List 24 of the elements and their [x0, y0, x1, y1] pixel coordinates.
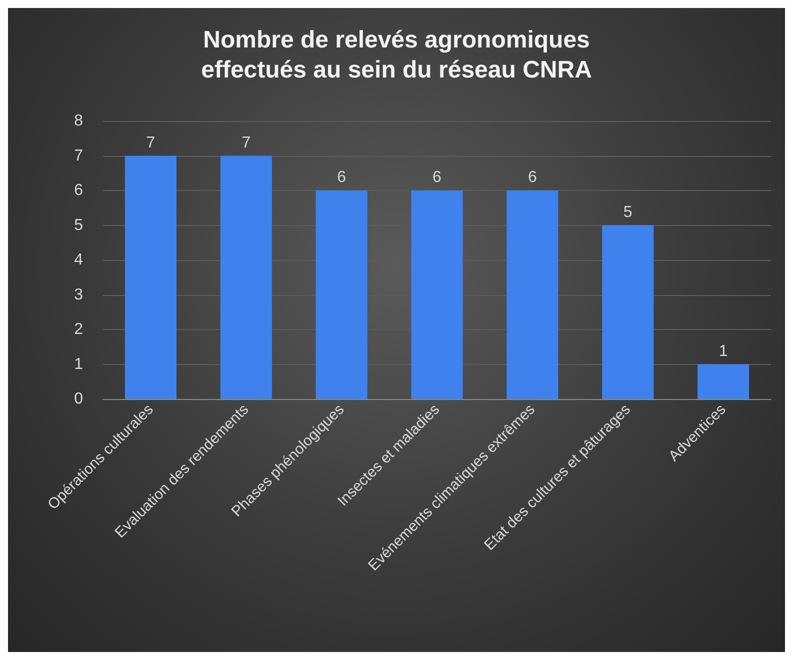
data-label: 7: [242, 134, 251, 152]
y-tick-label: 3: [74, 286, 84, 304]
y-tick-label: 8: [74, 112, 84, 130]
data-label: 5: [623, 204, 632, 221]
data-label: 6: [432, 169, 442, 186]
y-tick-label: 7: [74, 147, 84, 164]
bar: [220, 156, 272, 399]
data-label: 1: [718, 342, 728, 360]
y-tick-label: 4: [74, 252, 84, 268]
bar: [411, 190, 463, 399]
bar: [602, 225, 654, 399]
bar: [316, 190, 368, 399]
bar: [698, 364, 750, 399]
bar: [124, 156, 176, 399]
y-tick-label: 0: [74, 390, 84, 408]
chart-title: Nombre de relevés agronomiques effectués au sein du réseau CNRA: [201, 26, 592, 84]
bar: [506, 190, 558, 399]
y-tick-label: 2: [74, 321, 84, 338]
y-tick-label: 1: [74, 356, 84, 373]
data-label: 6: [337, 169, 346, 186]
data-label: 6: [528, 169, 537, 186]
y-tick-label: 6: [74, 182, 84, 199]
y-tick-label: 5: [74, 216, 84, 234]
data-label: 7: [146, 134, 156, 152]
